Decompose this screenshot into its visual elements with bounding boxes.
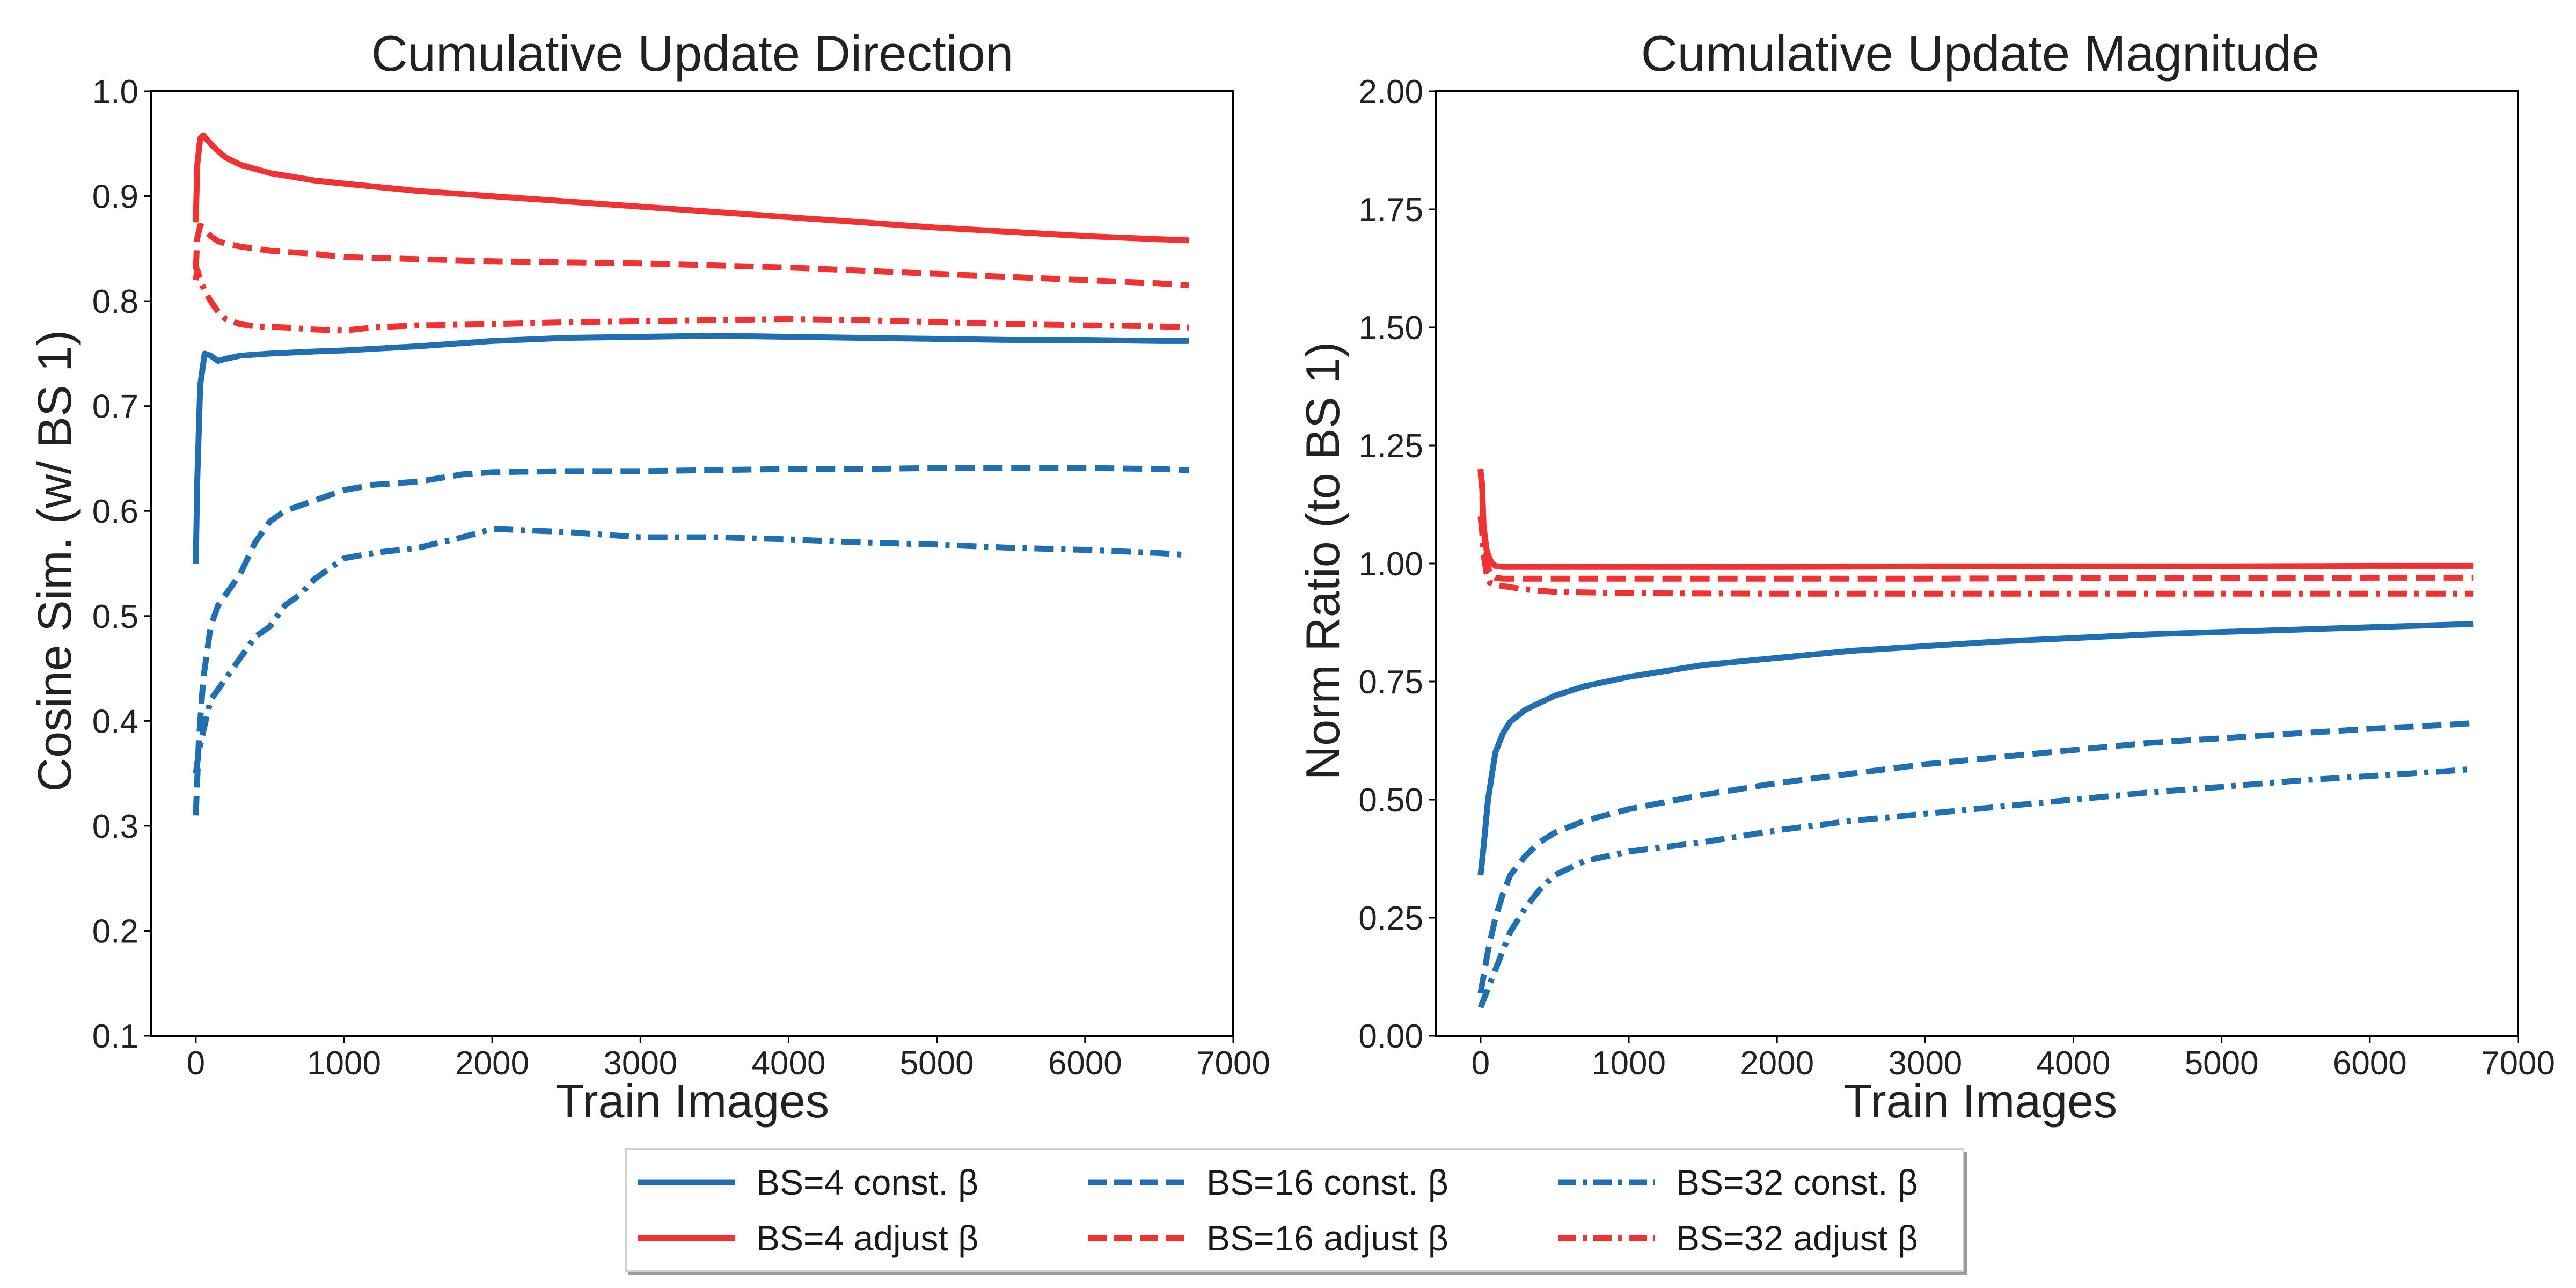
series-line-adjust-dashed (1477, 469, 2474, 582)
legend-item: BS=16 const. β (1088, 1155, 1448, 1209)
legend-swatch (1088, 1179, 1185, 1185)
chart-direction-xticks: 0 1000 2000 3000 4000 5000 6000 7000 (187, 1036, 1270, 1082)
series-line-const-dashed (193, 465, 1189, 816)
y-tick-label: 0.7 (92, 389, 138, 426)
legend-swatch (1558, 1179, 1655, 1185)
y-tick-label: 0.75 (1358, 664, 1423, 701)
chart-direction-frame (150, 90, 1234, 1037)
x-tick-label: 2000 (455, 1045, 529, 1082)
legend-item: BS=4 const. β (638, 1155, 978, 1209)
chart-magnitude-ylabel: Norm Ratio (to BS 1) (1296, 342, 1349, 780)
legend-swatch (638, 1235, 735, 1241)
y-tick-label: 0.25 (1358, 900, 1423, 937)
y-tick-label: 2.00 (1358, 74, 1423, 111)
y-tick-label: 0.8 (92, 283, 138, 320)
legend-label: BS=16 adjust β (1206, 1218, 1448, 1258)
x-tick-label: 7000 (1196, 1045, 1270, 1082)
series-line-const-dashed (1477, 720, 2474, 994)
y-tick-label: 0.00 (1358, 1018, 1423, 1055)
x-tick-label: 3000 (603, 1045, 677, 1082)
x-tick-label: 7000 (2481, 1045, 2555, 1082)
y-tick-label: 0.5 (92, 598, 138, 635)
y-tick-label: 1.50 (1358, 310, 1423, 347)
y-tick-label: 1.75 (1358, 192, 1423, 229)
legend-item: BS=32 const. β (1558, 1155, 1918, 1209)
y-tick-label: 0.9 (92, 179, 138, 216)
legend-item: BS=32 adjust β (1558, 1211, 1918, 1265)
chart-magnitude: Cumulative Update Magnitude Train Images… (1296, 25, 2555, 1128)
x-tick-label: 5000 (900, 1045, 974, 1082)
series-line-adjust-dashdot (193, 266, 1189, 334)
chart-magnitude-xticks: 0 1000 2000 3000 4000 5000 6000 7000 (1472, 1036, 2555, 1082)
x-tick-label: 1000 (1592, 1045, 1666, 1082)
chart-magnitude-yticks: 0.00 0.25 0.50 0.75 1.00 1.25 1.50 1.75 2.00 (1358, 74, 1436, 1055)
y-tick-label: 0.6 (92, 493, 138, 530)
chart-direction-ylabel: Cosine Sim. (w/ BS 1) (28, 330, 81, 792)
x-tick-label: 6000 (1048, 1045, 1122, 1082)
y-tick-label: 0.4 (92, 703, 138, 740)
chart-magnitude-xlabel: Train Images (1843, 1074, 2117, 1128)
series-line-const-solid (1477, 621, 2474, 876)
legend-label: BS=32 adjust β (1676, 1218, 1918, 1258)
x-tick-label: 3000 (1888, 1045, 1962, 1082)
chart-direction-xlabel: Train Images (555, 1074, 829, 1128)
chart-direction-yticks: 0.1 0.2 0.3 0.4 0.5 0.6 0.7 0.8 0.9 1.0 (92, 74, 151, 1055)
y-tick-label: 1.25 (1358, 428, 1423, 465)
x-tick-label: 4000 (752, 1045, 826, 1082)
chart-magnitude-title: Cumulative Update Magnitude (1641, 25, 2320, 82)
series-line-const-dashdot (1477, 766, 2474, 1009)
chart-magnitude-series (1477, 469, 2474, 1009)
chart-direction-series (193, 132, 1189, 816)
x-tick-label: 4000 (2037, 1045, 2111, 1082)
legend-swatch (638, 1179, 735, 1185)
legend-label: BS=32 const. β (1676, 1162, 1918, 1202)
chart-magnitude-frame (1435, 90, 2519, 1037)
y-tick-label: 1.00 (1358, 546, 1423, 583)
legend-label: BS=4 const. β (756, 1162, 979, 1202)
x-tick-label: 6000 (2333, 1045, 2407, 1082)
y-tick-label: 1.0 (92, 74, 138, 111)
chart-direction: Cumulative Update Direction Train Images… (28, 25, 1270, 1128)
series-line-const-solid (193, 333, 1189, 564)
legend-swatch (1088, 1235, 1185, 1241)
y-tick-label: 0.50 (1358, 782, 1423, 819)
x-tick-label: 5000 (2185, 1045, 2259, 1082)
legend-label: BS=4 adjust β (756, 1218, 979, 1258)
x-tick-label: 2000 (1740, 1045, 1814, 1082)
x-tick-label: 1000 (307, 1045, 381, 1082)
y-tick-label: 0.3 (92, 808, 138, 845)
legend: BS=4 const. β BS=16 const. β BS=32 const… (625, 1148, 1964, 1272)
series-line-adjust-dashed (193, 222, 1189, 289)
x-tick-label: 0 (187, 1045, 205, 1082)
series-line-adjust-dashdot (1477, 516, 2474, 597)
legend-item: BS=4 adjust β (638, 1211, 978, 1265)
series-line-adjust-solid (193, 132, 1189, 244)
legend-swatch (1558, 1235, 1655, 1241)
x-tick-label: 0 (1472, 1045, 1490, 1082)
legend-label: BS=16 const. β (1206, 1162, 1448, 1202)
legend-item: BS=16 adjust β (1088, 1211, 1448, 1265)
series-line-const-dashdot (193, 526, 1189, 774)
chart-direction-title: Cumulative Update Direction (371, 25, 1013, 82)
y-tick-label: 0.2 (92, 913, 138, 950)
y-tick-label: 0.1 (92, 1018, 138, 1055)
